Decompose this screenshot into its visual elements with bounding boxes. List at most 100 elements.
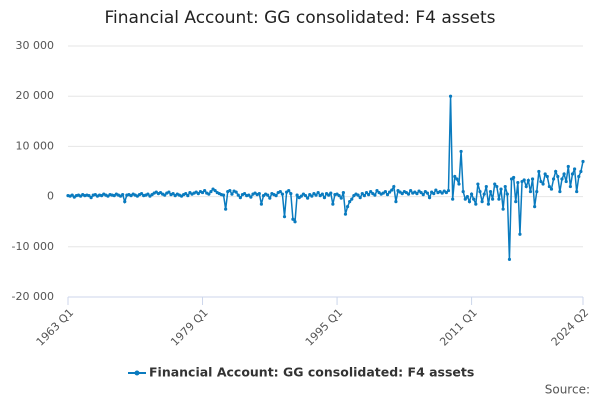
point (358, 196, 362, 200)
point (184, 191, 188, 196)
x-tick-label: 2011 Q1 (437, 306, 480, 349)
point (564, 179, 568, 184)
point (89, 196, 93, 200)
point (350, 197, 354, 201)
point (360, 191, 364, 196)
point (123, 200, 127, 204)
point (581, 159, 585, 164)
point (465, 195, 469, 199)
x-tick-label: 1979 Q1 (168, 306, 211, 349)
point (512, 175, 516, 180)
y-tick-label: 10 000 (16, 139, 55, 152)
point (518, 232, 522, 236)
series-line (67, 96, 584, 260)
point (461, 189, 465, 194)
point (463, 197, 467, 201)
point (242, 191, 247, 196)
point (577, 174, 581, 179)
point (579, 169, 583, 174)
point (385, 192, 390, 197)
point (419, 190, 423, 195)
point (306, 196, 310, 200)
point (421, 192, 425, 197)
point (364, 190, 369, 195)
point (400, 191, 404, 196)
point (434, 188, 438, 192)
point (163, 193, 167, 197)
point (224, 207, 228, 211)
point (322, 196, 327, 200)
point (329, 191, 333, 195)
point (501, 207, 505, 211)
point (507, 257, 512, 261)
point (482, 192, 486, 196)
point (314, 193, 318, 197)
point (200, 190, 205, 195)
point (331, 202, 335, 206)
point (446, 188, 451, 193)
point (139, 191, 144, 196)
point (291, 217, 295, 221)
point (228, 188, 232, 193)
point (70, 193, 74, 197)
point (556, 174, 560, 179)
point (356, 193, 360, 197)
point (472, 197, 476, 201)
point (383, 189, 388, 194)
point (203, 188, 207, 193)
point (415, 191, 419, 196)
point (486, 202, 491, 206)
point (392, 184, 396, 189)
point (476, 182, 480, 186)
point (514, 200, 518, 204)
point (327, 193, 331, 197)
point (488, 189, 493, 194)
point (474, 202, 478, 206)
point (303, 193, 308, 198)
point (568, 184, 572, 189)
point (425, 191, 430, 195)
chart-title: Financial Account: GG consolidated: F4 a… (105, 8, 496, 28)
point (469, 192, 474, 196)
point (560, 177, 564, 181)
point (497, 197, 501, 201)
point (455, 177, 459, 181)
point (289, 191, 293, 196)
point (554, 169, 558, 174)
point (562, 172, 566, 176)
point (207, 192, 211, 196)
point (491, 197, 495, 201)
point (282, 215, 287, 219)
point (503, 184, 507, 189)
y-tick-label: 20 000 (16, 89, 55, 102)
point (337, 193, 341, 198)
x-tick-label: 1963 Q1 (34, 306, 77, 349)
point (484, 184, 488, 189)
point (558, 189, 562, 194)
point (167, 190, 171, 194)
point (257, 191, 261, 196)
point (295, 193, 299, 197)
point (535, 189, 539, 194)
point (299, 194, 303, 198)
point (121, 192, 125, 197)
point (375, 188, 379, 193)
point (196, 191, 200, 196)
point (274, 193, 278, 198)
point (545, 174, 549, 179)
point (388, 190, 392, 194)
point (171, 191, 175, 196)
point (230, 192, 234, 196)
point (522, 178, 526, 182)
point (533, 205, 537, 209)
y-tick-label: 30 000 (16, 39, 55, 52)
point (467, 200, 472, 204)
point (526, 178, 530, 183)
x-tick-label: 1995 Q1 (303, 306, 346, 349)
point (87, 193, 91, 198)
legend-label: Financial Account: GG consolidated: F4 a… (149, 365, 474, 380)
point (362, 193, 366, 198)
point (547, 184, 551, 189)
point (459, 149, 463, 154)
point (549, 187, 554, 191)
